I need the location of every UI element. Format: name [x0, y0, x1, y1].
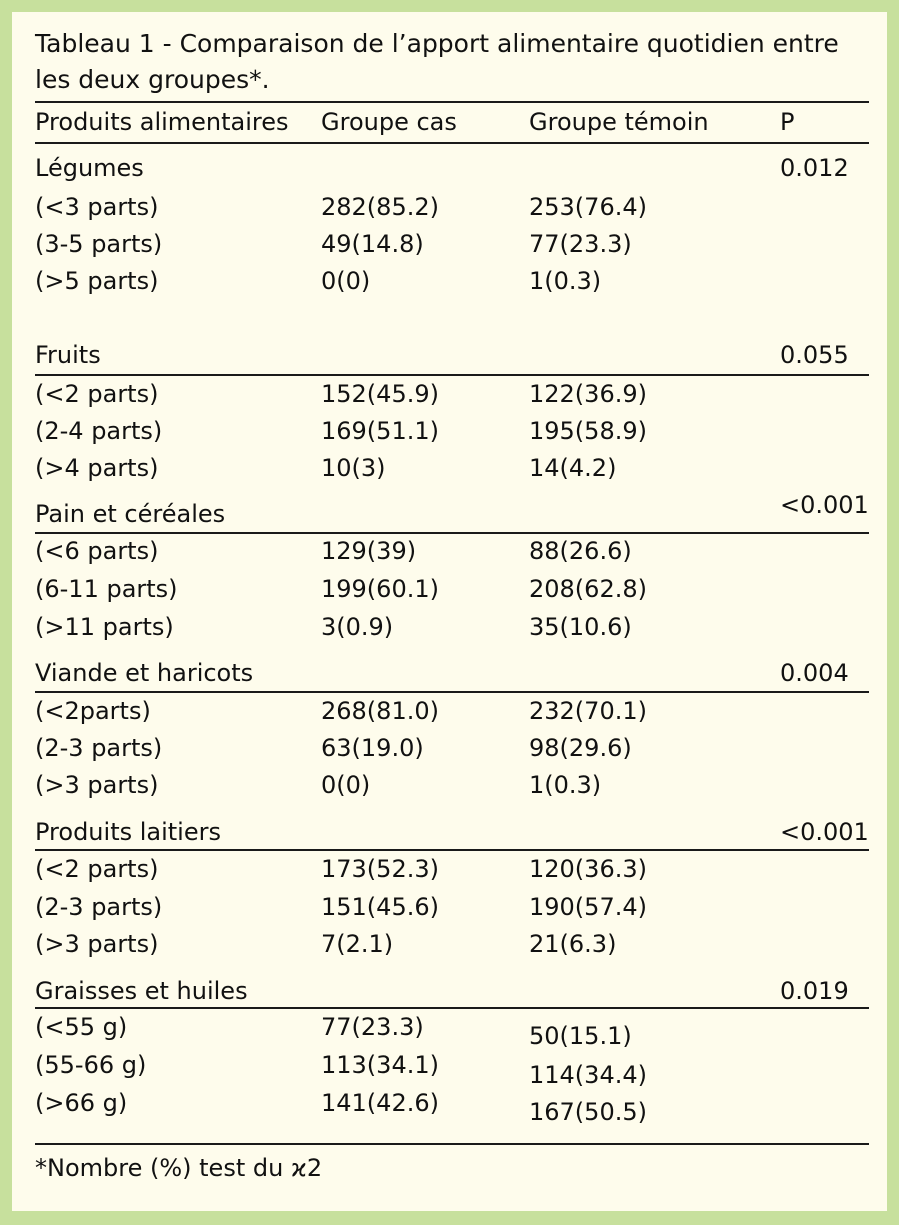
group-rule [35, 849, 869, 851]
table-bottom-rule [35, 1143, 869, 1145]
row-label: (3-5 parts) [35, 230, 163, 258]
row-label: (<2parts) [35, 697, 151, 725]
row-label: (2-4 parts) [35, 417, 163, 445]
row-controls: 114(34.4) [529, 1061, 647, 1089]
row-cases: 49(14.8) [321, 230, 424, 258]
row-cases: 113(34.1) [321, 1051, 439, 1079]
group-name: Graisses et huiles [35, 977, 248, 1005]
row-cases: 268(81.0) [321, 697, 439, 725]
row-label: (>3 parts) [35, 930, 159, 958]
row-label: (<6 parts) [35, 537, 159, 565]
row-cases: 152(45.9) [321, 380, 439, 408]
row-cases: 141(42.6) [321, 1089, 439, 1117]
row-cases: 282(85.2) [321, 193, 439, 221]
row-controls: 98(29.6) [529, 734, 632, 762]
row-controls: 232(70.1) [529, 697, 647, 725]
row-cases: 63(19.0) [321, 734, 424, 762]
group-p-value: 0.019 [780, 977, 849, 1005]
group-p-value: <0.001 [780, 491, 869, 519]
row-cases: 199(60.1) [321, 575, 439, 603]
row-controls: 14(4.2) [529, 454, 617, 482]
row-controls: 122(36.9) [529, 380, 647, 408]
group-rule [35, 374, 869, 376]
row-cases: 10(3) [321, 454, 386, 482]
group-rule [35, 691, 869, 693]
row-label: (>3 parts) [35, 771, 159, 799]
group-p-value: 0.004 [780, 659, 849, 687]
row-controls: 1(0.3) [529, 771, 602, 799]
row-label: (>5 parts) [35, 267, 159, 295]
row-cases: 7(2.1) [321, 930, 394, 958]
row-cases: 169(51.1) [321, 417, 439, 445]
header-col-p: P [780, 108, 795, 136]
group-name: Légumes [35, 154, 144, 182]
row-label: (2-3 parts) [35, 734, 163, 762]
group-name: Pain et céréales [35, 500, 226, 528]
row-label: (6-11 parts) [35, 575, 178, 603]
group-name: Fruits [35, 341, 101, 369]
row-controls: 190(57.4) [529, 893, 647, 921]
row-controls: 21(6.3) [529, 930, 617, 958]
table-footnote: *Nombre (%) test du ϰ2 [35, 1154, 323, 1182]
group-rule [35, 1007, 869, 1009]
row-controls: 253(76.4) [529, 193, 647, 221]
row-controls: 1(0.3) [529, 267, 602, 295]
row-cases: 0(0) [321, 267, 371, 295]
row-controls: 120(36.3) [529, 855, 647, 883]
row-cases: 77(23.3) [321, 1013, 424, 1041]
group-name: Viande et haricots [35, 659, 254, 687]
row-controls: 50(15.1) [529, 1022, 632, 1050]
group-name: Produits laitiers [35, 818, 221, 846]
header-bottom-rule [35, 142, 869, 144]
row-label: (<55 g) [35, 1013, 128, 1041]
row-label: (55-66 g) [35, 1051, 147, 1079]
row-cases: 3(0.9) [321, 613, 394, 641]
row-label: (<3 parts) [35, 193, 159, 221]
row-controls: 167(50.5) [529, 1098, 647, 1126]
row-label: (2-3 parts) [35, 893, 163, 921]
row-label: (>66 g) [35, 1089, 128, 1117]
header-col-controls: Groupe témoin [529, 108, 709, 136]
row-label: (<2 parts) [35, 380, 159, 408]
table-panel: Tableau 1 - Comparaison de l’apport alim… [12, 12, 887, 1211]
row-cases: 0(0) [321, 771, 371, 799]
row-label: (>11 parts) [35, 613, 174, 641]
row-controls: 35(10.6) [529, 613, 632, 641]
header-col-cases: Groupe cas [321, 108, 457, 136]
row-cases: 151(45.6) [321, 893, 439, 921]
group-rule [35, 532, 869, 534]
group-p-value: <0.001 [780, 818, 869, 846]
row-label: (>4 parts) [35, 454, 159, 482]
group-p-value: 0.012 [780, 154, 849, 182]
row-controls: 208(62.8) [529, 575, 647, 603]
row-controls: 77(23.3) [529, 230, 632, 258]
header-col-products: Produits alimentaires [35, 108, 289, 136]
row-cases: 129(39) [321, 537, 417, 565]
row-cases: 173(52.3) [321, 855, 439, 883]
row-label: (<2 parts) [35, 855, 159, 883]
row-controls: 195(58.9) [529, 417, 647, 445]
group-p-value: 0.055 [780, 341, 849, 369]
table-title: Tableau 1 - Comparaison de l’apport alim… [35, 29, 839, 94]
row-controls: 88(26.6) [529, 537, 632, 565]
header-top-rule [35, 101, 869, 103]
